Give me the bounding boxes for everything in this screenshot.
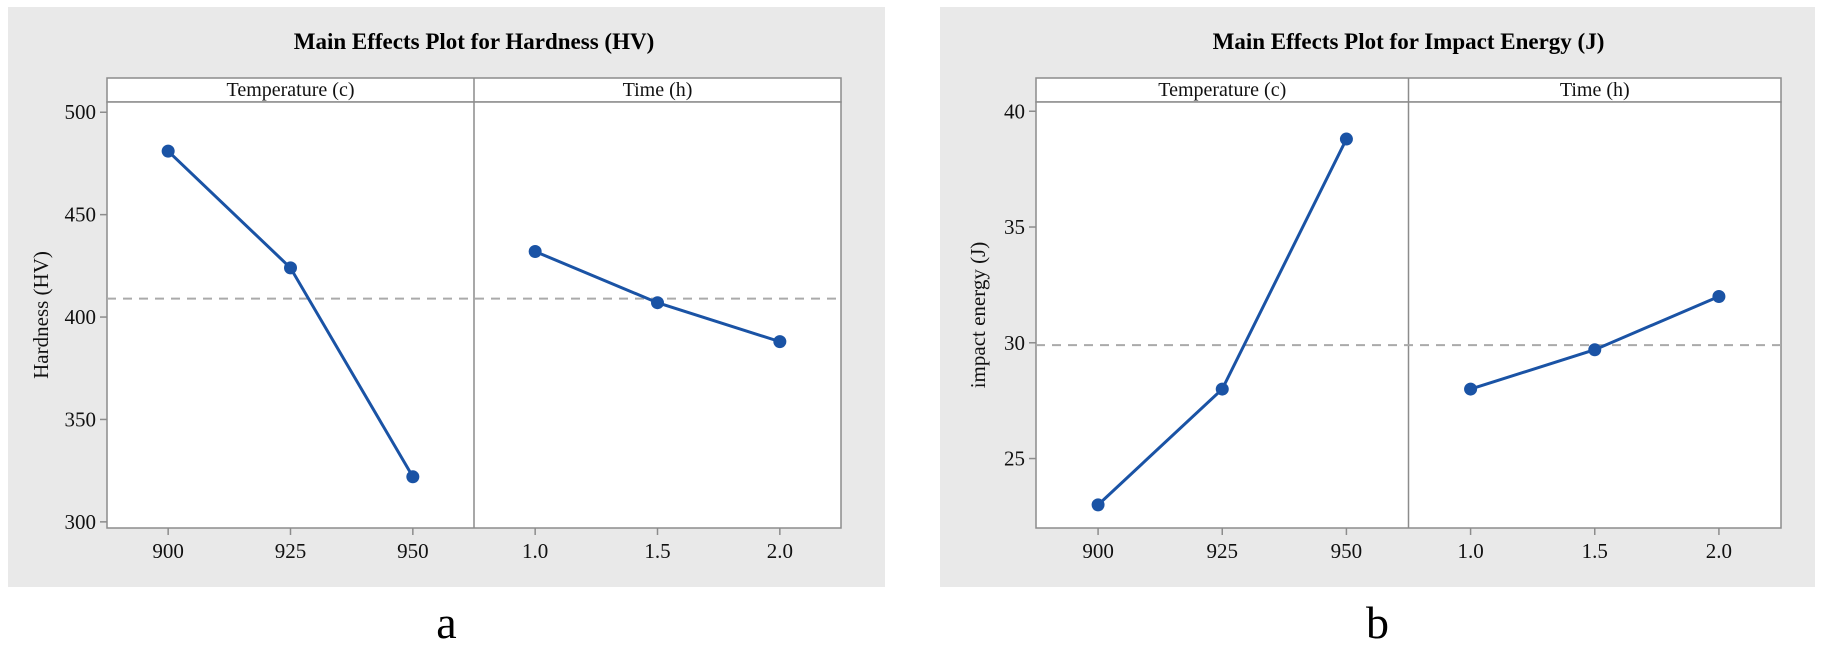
y-tick-label: 500 <box>65 100 97 124</box>
data-point-marker <box>406 470 420 484</box>
data-point-marker <box>773 335 787 349</box>
panel-header-label: Temperature (c) <box>227 79 355 101</box>
subfigure-label-b: b <box>1366 597 1389 648</box>
y-tick-label: 300 <box>65 510 97 534</box>
y-tick-label: 35 <box>1004 215 1025 239</box>
x-tick-label: 900 <box>152 539 184 563</box>
chart-title: Main Effects Plot for Impact Energy (J) <box>1212 29 1605 54</box>
data-point-marker <box>528 245 542 259</box>
x-tick-label: 1.5 <box>644 539 670 563</box>
data-point-marker <box>1215 382 1229 396</box>
x-tick-label: 1.0 <box>522 539 548 563</box>
main-effects-figure-hardness: Main Effects Plot for Hardness (HV) Temp… <box>8 7 885 587</box>
main-effects-figure-impact-energy: Main Effects Plot for Impact Energy (J) … <box>940 7 1815 587</box>
data-point-marker <box>651 296 664 310</box>
y-tick-label: 350 <box>65 407 97 431</box>
data-point-marker <box>1588 343 1602 357</box>
data-point-marker <box>1091 498 1105 512</box>
panel-header-label: Time (h) <box>1560 79 1630 101</box>
chart-title: Main Effects Plot for Hardness (HV) <box>293 29 655 54</box>
subfigure-label-a: a <box>436 597 457 648</box>
y-axis-title: impact energy (J) <box>966 242 990 389</box>
y-tick-label: 30 <box>1004 331 1025 355</box>
data-point-marker <box>1464 382 1478 396</box>
y-tick-label: 25 <box>1004 447 1025 471</box>
data-point-marker <box>1339 132 1353 146</box>
x-tick-label: 900 <box>1082 539 1114 563</box>
x-tick-label: 950 <box>397 539 429 563</box>
x-tick-label: 925 <box>275 539 307 563</box>
x-tick-label: 2.0 <box>767 539 793 563</box>
x-tick-label: 950 <box>1331 539 1363 563</box>
data-point-marker <box>284 261 297 275</box>
chart-canvas: Temperature (c) Time (h) 25 30 35 40 impact en… <box>966 77 1782 563</box>
x-tick-label: 925 <box>1207 539 1239 563</box>
y-tick-label: 400 <box>65 305 97 329</box>
y-tick-label: 450 <box>65 203 97 227</box>
panel-header-label: Time (h) <box>623 79 693 101</box>
y-axis-title: Hardness (HV) <box>29 251 53 379</box>
x-tick-label: 2.0 <box>1706 539 1732 563</box>
x-tick-label: 1.5 <box>1582 539 1608 563</box>
data-point-marker <box>1712 289 1726 303</box>
x-tick-label: 1.0 <box>1457 539 1483 563</box>
panel-header-label: Temperature (c) <box>1158 79 1286 101</box>
chart-canvas: Temperature (c) Time (h) 300 350 400 450 500 Ha… <box>29 77 842 563</box>
data-point-marker <box>161 144 175 158</box>
y-tick-label: 40 <box>1004 99 1025 123</box>
